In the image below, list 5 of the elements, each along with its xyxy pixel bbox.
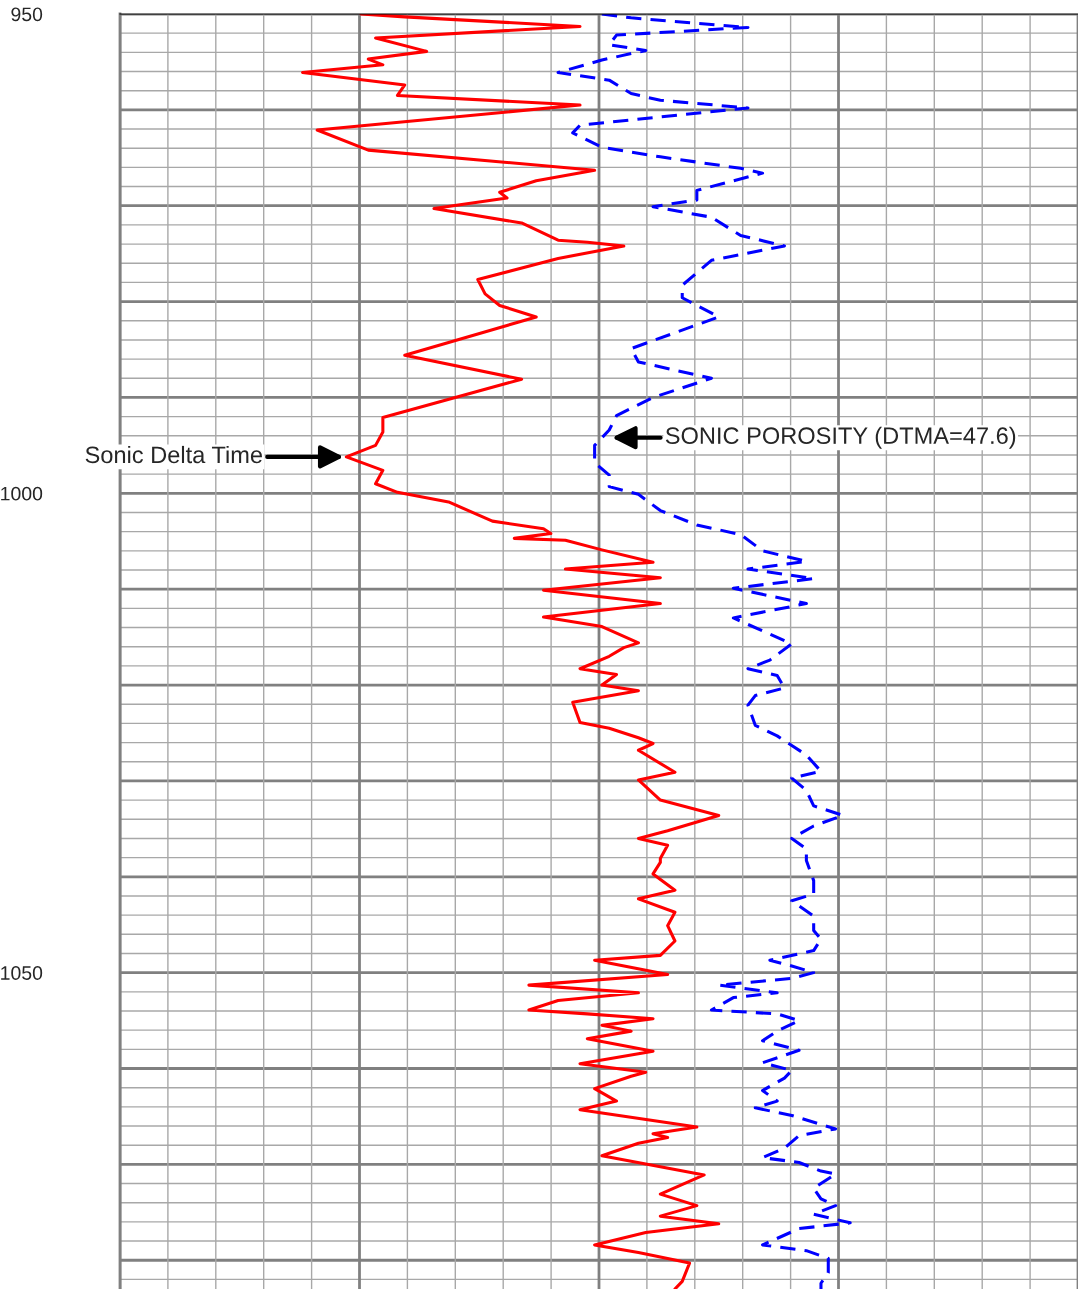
annotation: Sonic Delta Time [85, 445, 262, 464]
y-tick-label: 950 [11, 7, 43, 22]
y-tick-label: 1000 [1, 486, 43, 501]
annotation: SONIC POROSITY (DTMA=47.6) [665, 426, 1016, 449]
y-tick-label: 1050 [1, 966, 43, 980]
